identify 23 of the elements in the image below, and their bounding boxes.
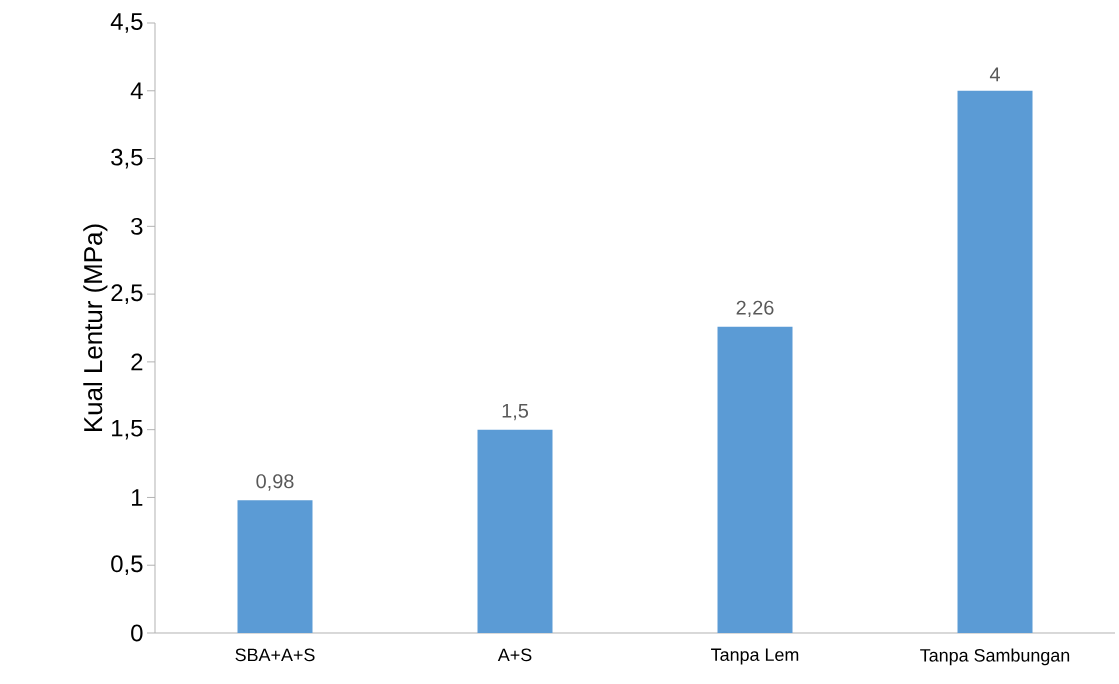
x-tick-label: Tanpa Sambungan [920,648,1070,666]
y-tick-label: 1 [132,489,143,506]
x-tick-label: A+S [497,648,532,662]
y-tick-label: 0 [131,624,143,642]
y-tick-label: 3 [131,217,143,235]
y-tick-label: 0,5 [111,555,143,576]
y-tick-label: 2,5 [111,284,143,304]
x-tick-label: SBA+A+S [235,648,315,662]
data-label: 0,98 [256,474,294,491]
y-tick-label: 3,5 [111,148,143,169]
y-tick-label: 4,5 [110,13,143,33]
bar [957,90,1033,633]
data-label: 1,5 [502,403,529,421]
data-label: 2,26 [736,300,774,318]
bar [237,500,313,633]
x-tick-label: Tanpa Lem [711,648,799,665]
data-label: 4 [989,67,1000,82]
bar [717,326,793,633]
y-tick-label: 4 [130,82,143,99]
y-axis-title: Kual Lentur (MPa) [83,224,108,431]
y-tick-label: 1,5 [112,419,143,440]
bar [477,429,553,633]
y-tick-label: 2 [131,353,143,371]
